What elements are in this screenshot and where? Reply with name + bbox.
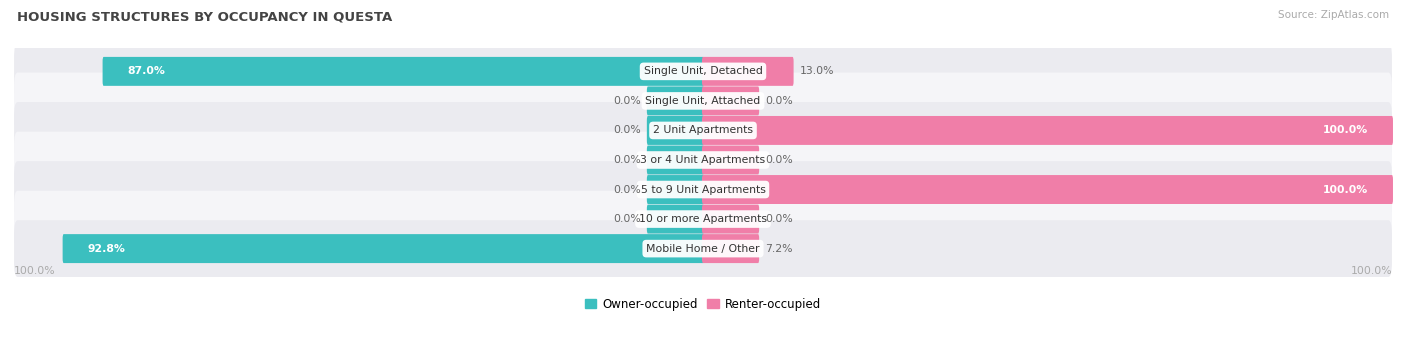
Text: Single Unit, Attached: Single Unit, Attached <box>645 96 761 106</box>
FancyBboxPatch shape <box>14 43 1392 100</box>
FancyBboxPatch shape <box>647 146 704 175</box>
Text: 0.0%: 0.0% <box>613 155 641 165</box>
FancyBboxPatch shape <box>647 205 704 234</box>
FancyBboxPatch shape <box>702 57 793 86</box>
Text: 0.0%: 0.0% <box>613 214 641 224</box>
FancyBboxPatch shape <box>647 116 704 145</box>
Text: Single Unit, Detached: Single Unit, Detached <box>644 66 762 76</box>
Text: 0.0%: 0.0% <box>613 96 641 106</box>
Text: 3 or 4 Unit Apartments: 3 or 4 Unit Apartments <box>641 155 765 165</box>
FancyBboxPatch shape <box>103 57 704 86</box>
Text: 92.8%: 92.8% <box>87 243 125 254</box>
FancyBboxPatch shape <box>14 161 1392 218</box>
FancyBboxPatch shape <box>14 132 1392 188</box>
FancyBboxPatch shape <box>702 205 759 234</box>
Text: 100.0%: 100.0% <box>14 266 56 276</box>
Text: Mobile Home / Other: Mobile Home / Other <box>647 243 759 254</box>
Text: 0.0%: 0.0% <box>613 184 641 194</box>
Text: 5 to 9 Unit Apartments: 5 to 9 Unit Apartments <box>641 184 765 194</box>
FancyBboxPatch shape <box>14 102 1392 159</box>
Text: 13.0%: 13.0% <box>800 66 834 76</box>
Text: 100.0%: 100.0% <box>1323 184 1368 194</box>
FancyBboxPatch shape <box>14 73 1392 129</box>
FancyBboxPatch shape <box>702 116 1393 145</box>
FancyBboxPatch shape <box>702 86 759 115</box>
FancyBboxPatch shape <box>14 191 1392 248</box>
Legend: Owner-occupied, Renter-occupied: Owner-occupied, Renter-occupied <box>579 293 827 315</box>
Text: 2 Unit Apartments: 2 Unit Apartments <box>652 125 754 135</box>
Text: 10 or more Apartments: 10 or more Apartments <box>638 214 768 224</box>
Text: 100.0%: 100.0% <box>1350 266 1392 276</box>
Text: HOUSING STRUCTURES BY OCCUPANCY IN QUESTA: HOUSING STRUCTURES BY OCCUPANCY IN QUEST… <box>17 10 392 23</box>
FancyBboxPatch shape <box>702 175 1393 204</box>
FancyBboxPatch shape <box>14 220 1392 277</box>
FancyBboxPatch shape <box>63 234 704 263</box>
Text: 0.0%: 0.0% <box>765 96 793 106</box>
FancyBboxPatch shape <box>647 175 704 204</box>
Text: 7.2%: 7.2% <box>765 243 793 254</box>
FancyBboxPatch shape <box>702 146 759 175</box>
FancyBboxPatch shape <box>702 234 759 263</box>
Text: 0.0%: 0.0% <box>765 155 793 165</box>
Text: 0.0%: 0.0% <box>765 214 793 224</box>
Text: 100.0%: 100.0% <box>1323 125 1368 135</box>
FancyBboxPatch shape <box>647 86 704 115</box>
Text: 87.0%: 87.0% <box>128 66 166 76</box>
Text: 0.0%: 0.0% <box>613 125 641 135</box>
Text: Source: ZipAtlas.com: Source: ZipAtlas.com <box>1278 10 1389 20</box>
